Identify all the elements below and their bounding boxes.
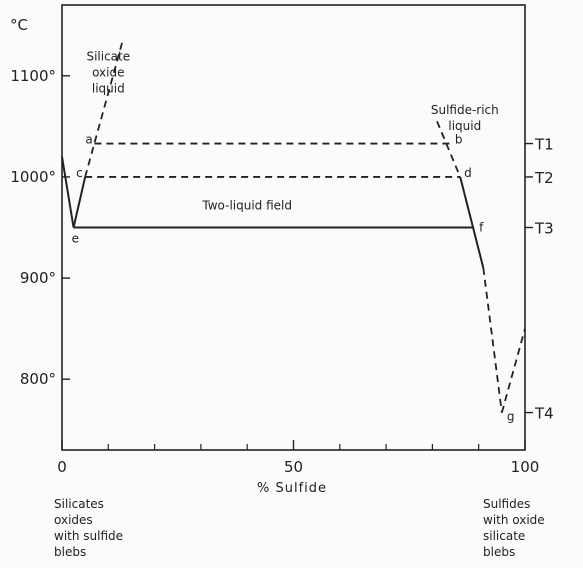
y-tick-label-0: 800°: [20, 370, 56, 388]
left-composition-caption: Silicates oxides with sulfide blebs: [54, 496, 123, 560]
level-label-t2: T2: [534, 169, 554, 187]
annotation-0-line-1: oxide: [92, 66, 124, 80]
y-tick-label-3: 1100°: [10, 67, 56, 85]
point-label-f: f: [479, 221, 484, 235]
series-line-9: [502, 329, 525, 413]
annotation-1-line-0: Sulfide-rich: [431, 103, 499, 117]
annotation-0-line-2: liquid: [92, 82, 125, 96]
series-line-8: [483, 268, 502, 413]
x-tick-label-1: 50: [284, 458, 303, 476]
annotation-1-line-1: liquid: [448, 119, 481, 133]
series-line-0: [62, 157, 74, 228]
point-label-a: a: [85, 133, 92, 147]
x-tick-label-2: 100: [511, 458, 540, 476]
point-label-b: b: [455, 133, 463, 147]
level-label-t1: T1: [534, 136, 554, 154]
y-tick-label-1: 900°: [20, 269, 56, 287]
point-label-d: d: [464, 166, 472, 180]
series-line-1: [74, 177, 86, 228]
level-label-t4: T4: [534, 405, 554, 423]
annotation-2-line-0: Two-liquid field: [201, 198, 292, 212]
right-composition-caption: Sulfides with oxide silicate blebs: [483, 496, 545, 560]
x-tick-label-0: 0: [57, 458, 67, 476]
level-label-t3: T3: [534, 220, 554, 238]
y-tick-label-2: 1000°: [10, 168, 56, 186]
point-label-c: c: [76, 166, 83, 180]
point-label-g: g: [507, 410, 515, 424]
x-axis-title: % Sulfide: [257, 481, 327, 496]
y-axis-unit-label: °C: [10, 16, 28, 34]
point-label-e: e: [72, 232, 79, 246]
annotation-0-line-0: Silicate: [86, 50, 130, 64]
